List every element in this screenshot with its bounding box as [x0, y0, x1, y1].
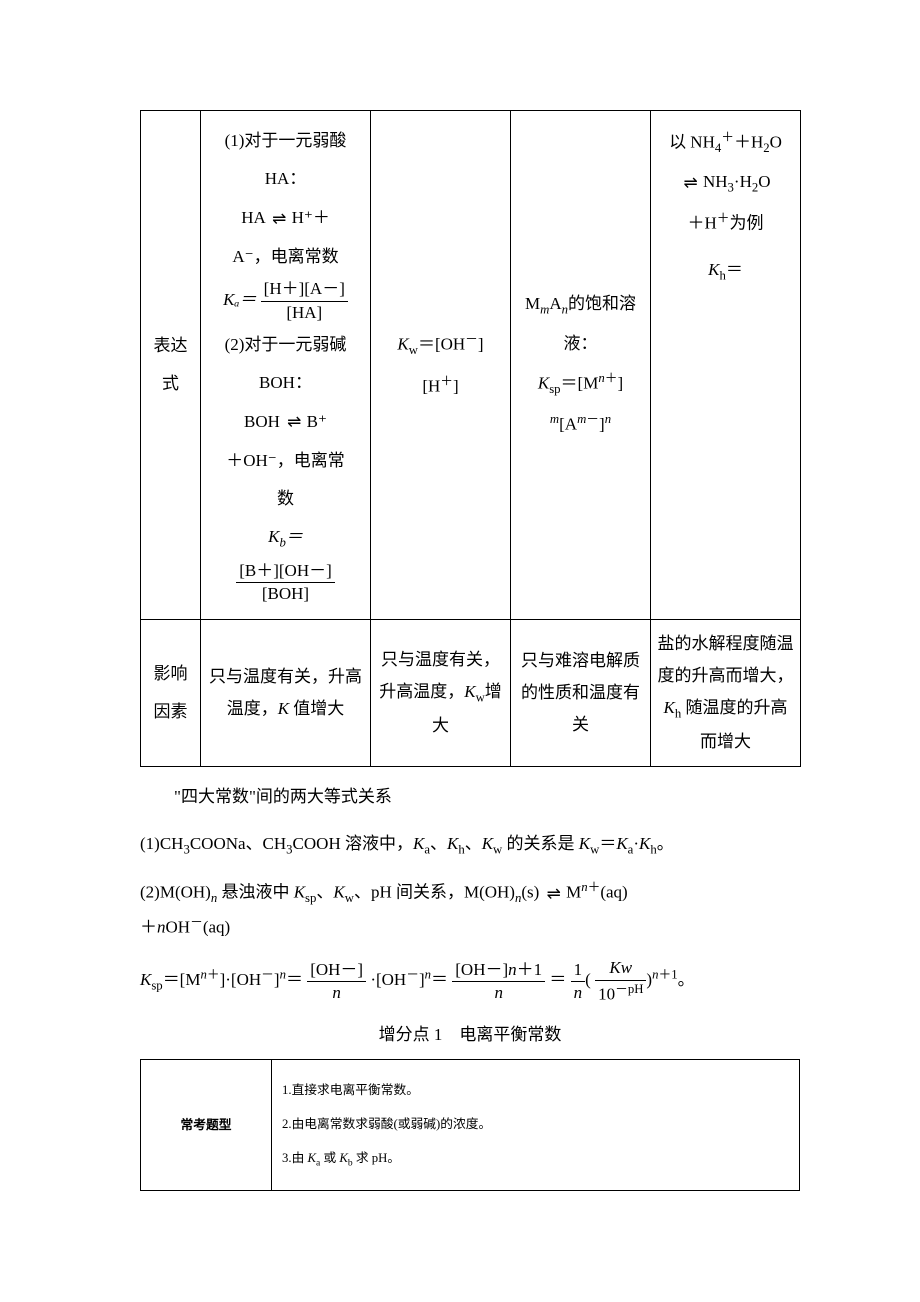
cell-factor-kw: 只与温度有关，升高温度，Kw增大 — [371, 619, 511, 767]
txt: Kh＝ — [657, 254, 794, 288]
page: 表达 式 (1)对于一元弱酸 HA： HA ⇌ H⁺＋ A⁻，电离常数 Kₐ＝ … — [0, 0, 920, 1302]
txt: HA： — [207, 163, 364, 195]
cell-ksp: MmAn的饱和溶 液： Ksp＝[Mn＋] m[Am－]n — [511, 111, 651, 620]
row-head-types: 常考题型 — [141, 1060, 272, 1191]
eq-l: HA — [241, 208, 265, 227]
cell-factor-ksp: 只与难溶电解质的性质和温度有关 — [511, 619, 651, 767]
fraction: [B＋][OH－] [BOH] — [236, 561, 335, 605]
ksp-equation: Ksp＝[Mn＋]·[OH－]n＝ [OH－] n ·[OH－]n＝ [OH－]… — [140, 958, 800, 1004]
txt: 液： — [517, 328, 644, 360]
cell-kh: 以 NH4＋＋H2O ⇌ NH3·H2O ＋H＋为例 Kh＝ — [651, 111, 801, 620]
fraction: [OH－] n — [307, 960, 366, 1004]
eq-r: B⁺ — [307, 412, 327, 431]
fraction: [OH－]n＋1 n — [452, 960, 545, 1004]
row-head-l1: 影响 — [147, 658, 194, 690]
eq-l: BOH — [244, 412, 280, 431]
cell-factor-ka: 只与温度有关，升高温度，K 值增大 — [201, 619, 371, 767]
fraction: 1 n — [571, 960, 586, 1004]
txt: Ksp＝[Mn＋] — [517, 366, 644, 401]
numerator: [OH－]n＋1 — [452, 960, 545, 982]
txt: 以 NH4＋＋H2O — [657, 125, 794, 160]
txt: [H＋] — [377, 369, 504, 403]
txt: 2.由电离常数求弱酸(或弱碱)的浓度。 — [282, 1110, 789, 1138]
txt: 数 — [207, 483, 364, 515]
txt: m[Am－]n — [517, 407, 644, 441]
kb-frac: [B＋][OH－] [BOH] — [207, 561, 364, 605]
equilibrium-arrow-icon: ⇌ — [269, 203, 287, 235]
relation-2: (2)M(OH)n 悬浊液中 Ksp、Kw、pH 间关系，M(OH)n(s) ⇌… — [140, 875, 800, 944]
subtitle-relations: "四大常数"间的两大等式关系 — [140, 781, 800, 813]
table-row: 影响 因素 只与温度有关，升高温度，K 值增大 只与温度有关，升高温度，Kw增大… — [141, 619, 801, 767]
txt: 3.由 Ka 或 Kb 求 pH。 — [282, 1144, 789, 1174]
numerator: [B＋][OH－] — [236, 561, 335, 583]
table-row: 表达 式 (1)对于一元弱酸 HA： HA ⇌ H⁺＋ A⁻，电离常数 Kₐ＝ … — [141, 111, 801, 620]
fraction: Kw 10－pH — [595, 958, 646, 1004]
table-row: 常考题型 1.直接求电离平衡常数。 2.由电离常数求弱酸(或弱碱)的浓度。 3.… — [141, 1060, 800, 1191]
numerator: [OH－] — [307, 960, 366, 982]
equilibrium-arrow-icon: ⇌ — [544, 878, 562, 910]
relation-1: (1)CH3COONa、CH3COOH 溶液中，Ka、Kh、Kw 的关系是 Kw… — [140, 828, 800, 862]
txt: (1)对于一元弱酸 — [207, 125, 364, 157]
txt: (2)对于一元弱碱 — [207, 329, 364, 361]
constants-table: 表达 式 (1)对于一元弱酸 HA： HA ⇌ H⁺＋ A⁻，电离常数 Kₐ＝ … — [140, 110, 801, 767]
denominator: n — [307, 982, 366, 1003]
numerator: [H＋][A－] — [261, 279, 348, 301]
cell-weak-acid-base: (1)对于一元弱酸 HA： HA ⇌ H⁺＋ A⁻，电离常数 Kₐ＝ [H＋][… — [201, 111, 371, 620]
txt: ＋OH⁻，电离常 — [207, 445, 364, 477]
equilibrium-arrow-icon: ⇌ — [680, 167, 698, 199]
txt: ＋H＋为例 — [657, 206, 794, 240]
eq-line: HA ⇌ H⁺＋ — [207, 202, 364, 235]
row-head-l1: 表达 — [147, 330, 194, 362]
numerator: Kw — [595, 958, 646, 980]
question-types-table: 常考题型 1.直接求电离平衡常数。 2.由电离常数求弱酸(或弱碱)的浓度。 3.… — [140, 1059, 800, 1191]
numerator: 1 — [571, 960, 586, 982]
eq-line: BOH ⇌ B⁺ — [207, 406, 364, 439]
denominator: n — [571, 982, 586, 1003]
fraction: [H＋][A－] [HA] — [261, 279, 348, 323]
equilibrium-arrow-icon: ⇌ — [284, 406, 302, 438]
kw-line: Kw＝[OH－] — [377, 327, 504, 362]
cell-kw: Kw＝[OH－] [H＋] — [371, 111, 511, 620]
txt: MmAn的饱和溶 — [517, 288, 644, 322]
denominator: n — [452, 982, 545, 1003]
ka-label: Kₐ＝ — [223, 290, 256, 309]
txt: 1.直接求电离平衡常数。 — [282, 1076, 789, 1104]
eq-r: H⁺＋ — [292, 208, 330, 227]
txt: A⁻，电离常数 — [207, 241, 364, 273]
section-title: 增分点 1 电离平衡常数 — [140, 1019, 800, 1051]
row-head-l2: 因素 — [147, 696, 194, 728]
kb-label: Kb＝ — [207, 521, 364, 555]
row-head-factors: 影响 因素 — [141, 619, 201, 767]
denominator: 10－pH — [595, 981, 646, 1005]
txt: BOH： — [207, 367, 364, 399]
row-head-l2: 式 — [147, 368, 194, 400]
denominator: [BOH] — [236, 583, 335, 604]
cell-factor-kh: 盐的水解程度随温度的升高而增大，Kh 随温度的升高而增大 — [651, 619, 801, 767]
row-head-expression: 表达 式 — [141, 111, 201, 620]
denominator: [HA] — [261, 302, 348, 323]
eq-line: ⇌ NH3·H2O — [657, 166, 794, 200]
ka-line: Kₐ＝ [H＋][A－] [HA] — [207, 279, 364, 323]
cell-types: 1.直接求电离平衡常数。 2.由电离常数求弱酸(或弱碱)的浓度。 3.由 Ka … — [272, 1060, 800, 1191]
